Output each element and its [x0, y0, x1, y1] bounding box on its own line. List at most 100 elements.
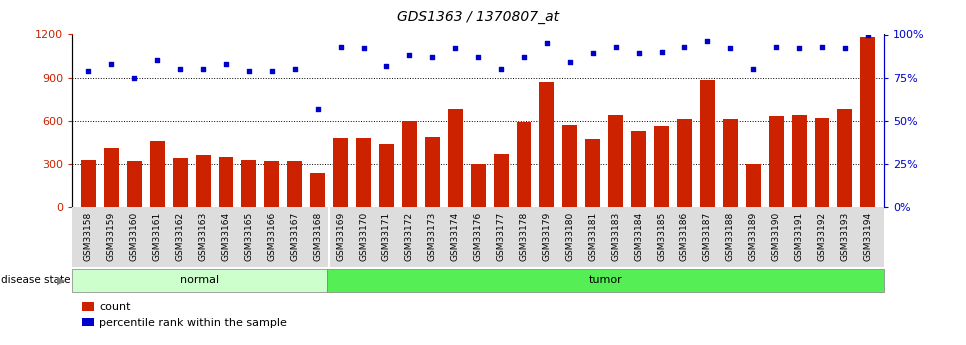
- Point: [355, 46, 371, 51]
- Point: [173, 66, 188, 72]
- Text: GSM33169: GSM33169: [336, 212, 345, 261]
- Bar: [517, 122, 531, 207]
- Bar: [356, 138, 371, 207]
- Bar: [677, 119, 692, 207]
- Text: GSM33186: GSM33186: [680, 212, 689, 261]
- Point: [539, 40, 554, 46]
- Text: GSM33181: GSM33181: [588, 212, 597, 261]
- Bar: [609, 115, 623, 207]
- Bar: [585, 139, 600, 207]
- Text: GSM33158: GSM33158: [84, 212, 93, 261]
- Bar: [402, 121, 417, 207]
- Text: GSM33190: GSM33190: [772, 212, 781, 261]
- Legend: count, percentile rank within the sample: count, percentile rank within the sample: [78, 298, 292, 333]
- Point: [242, 68, 257, 73]
- Text: GSM33172: GSM33172: [405, 212, 413, 261]
- Point: [425, 54, 440, 60]
- Bar: [838, 109, 852, 207]
- Text: GSM33168: GSM33168: [313, 212, 323, 261]
- Point: [333, 44, 349, 49]
- Text: GSM33185: GSM33185: [657, 212, 666, 261]
- Point: [768, 44, 783, 49]
- Point: [127, 75, 142, 80]
- Text: GSM33194: GSM33194: [864, 212, 872, 261]
- Point: [379, 63, 394, 68]
- Bar: [448, 109, 463, 207]
- Point: [81, 68, 97, 73]
- Bar: [150, 141, 165, 207]
- Bar: [287, 161, 302, 207]
- Text: GSM33161: GSM33161: [153, 212, 161, 261]
- Bar: [539, 82, 554, 207]
- Bar: [173, 158, 187, 207]
- Point: [677, 44, 693, 49]
- Bar: [769, 117, 783, 207]
- Bar: [791, 115, 807, 207]
- Bar: [196, 155, 211, 207]
- Point: [150, 58, 165, 63]
- Text: GSM33193: GSM33193: [840, 212, 849, 261]
- Bar: [562, 125, 578, 207]
- Text: disease state: disease state: [1, 275, 71, 285]
- Text: GSM33171: GSM33171: [382, 212, 391, 261]
- Bar: [723, 119, 738, 207]
- Point: [447, 46, 463, 51]
- Bar: [242, 159, 256, 207]
- Text: GSM33163: GSM33163: [199, 212, 208, 261]
- Point: [195, 66, 211, 72]
- Point: [608, 44, 623, 49]
- Bar: [746, 164, 760, 207]
- Text: GSM33178: GSM33178: [520, 212, 528, 261]
- Point: [516, 54, 531, 60]
- Bar: [218, 157, 234, 207]
- Text: GSM33164: GSM33164: [221, 212, 231, 261]
- Text: GSM33170: GSM33170: [359, 212, 368, 261]
- Text: GSM33188: GSM33188: [725, 212, 735, 261]
- Bar: [327, 269, 884, 292]
- Bar: [333, 138, 348, 207]
- Point: [746, 66, 761, 72]
- Point: [699, 39, 715, 44]
- Point: [402, 52, 417, 58]
- Text: GSM33183: GSM33183: [611, 212, 620, 261]
- Bar: [494, 154, 508, 207]
- Point: [264, 68, 279, 73]
- Point: [860, 32, 875, 37]
- Text: GDS1363 / 1370807_at: GDS1363 / 1370807_at: [397, 10, 559, 24]
- Text: GSM33192: GSM33192: [817, 212, 827, 261]
- Text: GSM33159: GSM33159: [107, 212, 116, 261]
- Bar: [861, 37, 875, 207]
- Point: [218, 61, 234, 67]
- Text: GSM33174: GSM33174: [451, 212, 460, 261]
- Point: [631, 51, 646, 56]
- Text: ▶: ▶: [57, 275, 65, 285]
- Text: GSM33165: GSM33165: [244, 212, 253, 261]
- Point: [585, 51, 601, 56]
- Bar: [310, 172, 326, 207]
- Point: [287, 66, 302, 72]
- Bar: [470, 164, 486, 207]
- Point: [791, 46, 807, 51]
- Bar: [265, 161, 279, 207]
- Point: [654, 49, 669, 55]
- Point: [494, 66, 509, 72]
- Text: GSM33166: GSM33166: [268, 212, 276, 261]
- Point: [814, 44, 830, 49]
- Text: GSM33173: GSM33173: [428, 212, 437, 261]
- Text: GSM33176: GSM33176: [473, 212, 483, 261]
- Text: normal: normal: [181, 275, 219, 285]
- Point: [470, 54, 486, 60]
- Text: GSM33167: GSM33167: [291, 212, 299, 261]
- Text: GSM33191: GSM33191: [795, 212, 804, 261]
- Bar: [654, 127, 669, 207]
- Bar: [631, 131, 646, 207]
- Point: [562, 59, 578, 65]
- Bar: [700, 80, 715, 207]
- Bar: [72, 269, 327, 292]
- Text: GSM33184: GSM33184: [634, 212, 643, 261]
- Point: [723, 46, 738, 51]
- Text: GSM33177: GSM33177: [497, 212, 505, 261]
- Text: GSM33179: GSM33179: [543, 212, 552, 261]
- Bar: [81, 159, 96, 207]
- Point: [103, 61, 119, 67]
